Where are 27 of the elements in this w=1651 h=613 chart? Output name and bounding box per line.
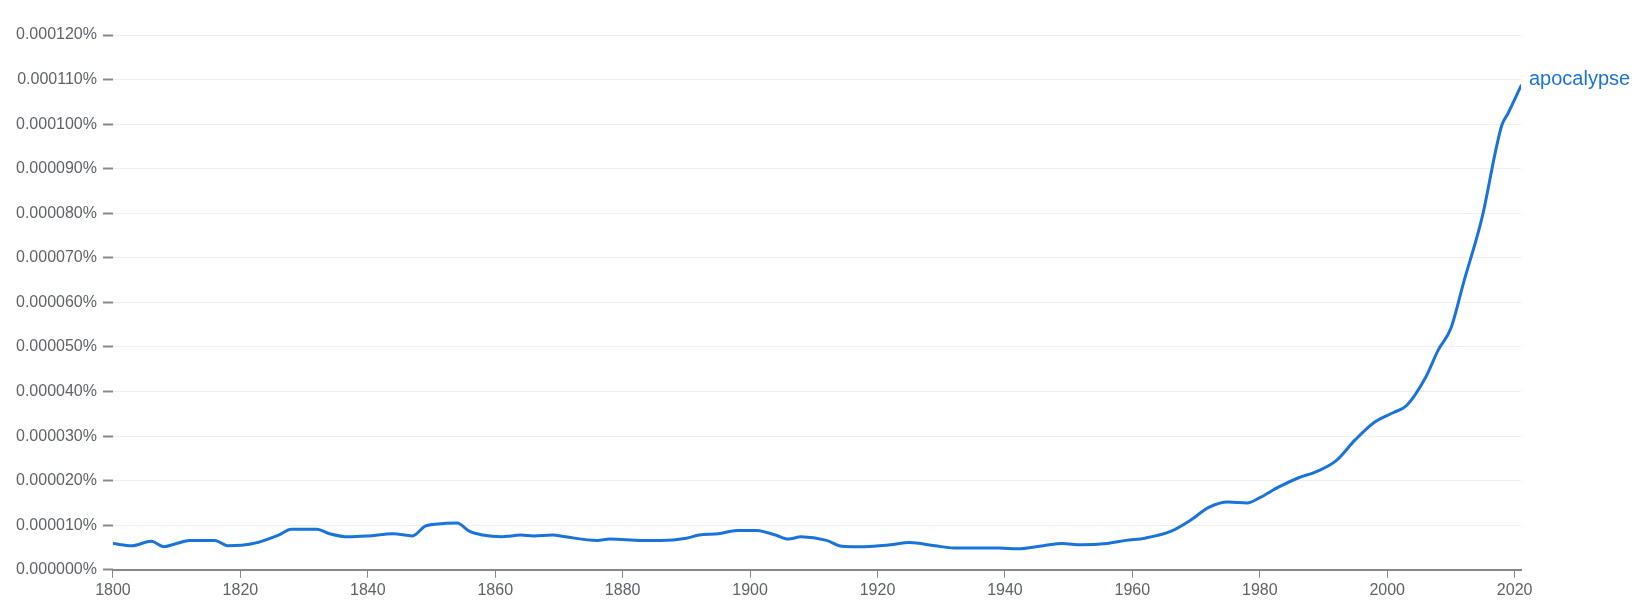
y-tick-label: 0.000050% bbox=[15, 337, 97, 355]
x-tick-label: 2000 bbox=[1369, 580, 1406, 598]
y-tick-label: 0.000110% bbox=[17, 69, 97, 87]
x-tick-label: 1960 bbox=[1114, 580, 1151, 598]
y-tick-label: 0.000060% bbox=[15, 292, 97, 310]
x-tick-label: 1820 bbox=[222, 580, 259, 598]
x-tick-label: 1880 bbox=[604, 580, 641, 598]
y-tick-label: 0.000080% bbox=[15, 203, 97, 221]
series-label: apocalypse bbox=[1529, 67, 1631, 90]
x-tick-label: 1940 bbox=[987, 580, 1023, 598]
x-tick-label: 1920 bbox=[859, 580, 896, 598]
y-tick-label: 0.000030% bbox=[15, 426, 97, 444]
x-tick-label: 1800 bbox=[95, 580, 131, 598]
x-tick-label: 1860 bbox=[477, 580, 514, 598]
x-tick-label: 2020 bbox=[1496, 580, 1533, 598]
y-tick-label: 0.000100% bbox=[15, 114, 97, 132]
y-tick-label: 0.000120% bbox=[15, 25, 97, 43]
y-tick-label: 0.000070% bbox=[15, 248, 97, 266]
y-tick-label: 0.000020% bbox=[15, 471, 97, 489]
y-tick-label: 0.000040% bbox=[15, 381, 97, 399]
x-tick-label: 1840 bbox=[350, 580, 386, 598]
y-tick-label: 0.000010% bbox=[15, 515, 97, 533]
line-series bbox=[112, 84, 1521, 551]
x-tick-label: 1900 bbox=[732, 580, 768, 598]
x-tick-label: 1980 bbox=[1241, 580, 1278, 598]
y-tick-label: 0.000090% bbox=[15, 159, 97, 177]
y-tick-label: 0.000000% bbox=[15, 560, 97, 578]
